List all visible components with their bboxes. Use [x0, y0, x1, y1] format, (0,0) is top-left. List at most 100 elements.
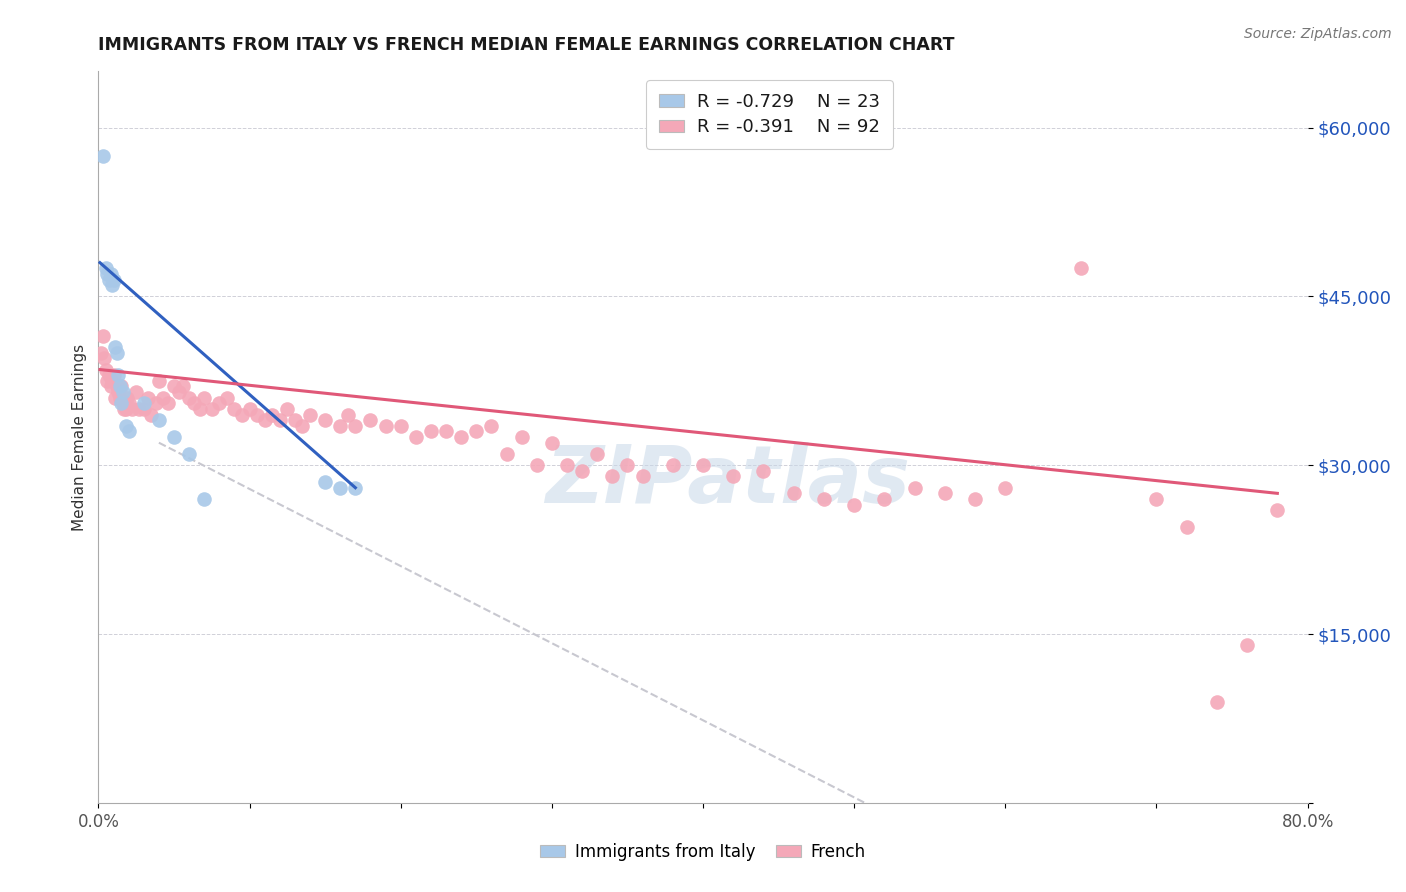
- Text: ZIPatlas: ZIPatlas: [544, 442, 910, 520]
- Point: [118, 396, 141, 410]
- Point: [141, 408, 163, 422]
- Point: [481, 418, 503, 433]
- Point: [183, 396, 205, 410]
- Point: [111, 396, 134, 410]
- Text: IMMIGRANTS FROM ITALY VS FRENCH MEDIAN FEMALE EARNINGS CORRELATION CHART: IMMIGRANTS FROM ITALY VS FRENCH MEDIAN F…: [98, 36, 955, 54]
- Point: [1144, 491, 1167, 506]
- Point: [110, 396, 132, 410]
- Point: [96, 267, 118, 281]
- Legend: Immigrants from Italy, French: Immigrants from Italy, French: [533, 837, 873, 868]
- Point: [374, 418, 396, 433]
- Point: [526, 458, 548, 473]
- Point: [111, 385, 134, 400]
- Text: Source: ZipAtlas.com: Source: ZipAtlas.com: [1244, 27, 1392, 41]
- Point: [115, 391, 138, 405]
- Point: [101, 278, 124, 293]
- Point: [215, 391, 238, 405]
- Point: [314, 413, 336, 427]
- Point: [177, 447, 201, 461]
- Point: [965, 491, 987, 506]
- Point: [495, 447, 517, 461]
- Point: [193, 491, 215, 506]
- Point: [98, 272, 121, 286]
- Point: [239, 401, 262, 416]
- Point: [156, 396, 179, 410]
- Point: [934, 486, 956, 500]
- Point: [121, 401, 143, 416]
- Point: [100, 379, 122, 393]
- Point: [94, 362, 117, 376]
- Point: [586, 447, 609, 461]
- Point: [112, 401, 135, 416]
- Point: [721, 469, 744, 483]
- Point: [813, 491, 835, 506]
- Point: [107, 368, 129, 383]
- Point: [118, 425, 141, 439]
- Point: [96, 374, 118, 388]
- Point: [100, 267, 122, 281]
- Point: [253, 413, 276, 427]
- Point: [994, 481, 1017, 495]
- Point: [91, 328, 114, 343]
- Point: [108, 391, 131, 405]
- Point: [108, 379, 131, 393]
- Point: [360, 413, 382, 427]
- Point: [336, 408, 359, 422]
- Point: [104, 340, 127, 354]
- Point: [276, 401, 298, 416]
- Point: [94, 261, 117, 276]
- Point: [284, 413, 307, 427]
- Point: [125, 385, 148, 400]
- Point: [344, 481, 367, 495]
- Point: [163, 379, 186, 393]
- Point: [208, 396, 231, 410]
- Point: [104, 391, 127, 405]
- Point: [105, 379, 128, 393]
- Point: [114, 418, 136, 433]
- Point: [98, 368, 121, 383]
- Point: [555, 458, 578, 473]
- Point: [93, 351, 115, 366]
- Point: [152, 391, 174, 405]
- Point: [329, 481, 352, 495]
- Point: [419, 425, 441, 439]
- Point: [101, 374, 124, 388]
- Point: [110, 379, 132, 393]
- Point: [692, 458, 714, 473]
- Point: [103, 272, 125, 286]
- Point: [177, 391, 201, 405]
- Point: [510, 430, 533, 444]
- Point: [91, 149, 114, 163]
- Point: [1265, 503, 1288, 517]
- Point: [540, 435, 562, 450]
- Point: [291, 418, 314, 433]
- Point: [616, 458, 638, 473]
- Point: [114, 401, 136, 416]
- Point: [314, 475, 336, 489]
- Point: [450, 430, 472, 444]
- Point: [269, 413, 291, 427]
- Point: [465, 425, 488, 439]
- Point: [105, 345, 128, 359]
- Point: [344, 418, 367, 433]
- Point: [405, 430, 427, 444]
- Point: [132, 396, 155, 410]
- Point: [107, 385, 129, 400]
- Point: [844, 498, 866, 512]
- Point: [103, 368, 125, 383]
- Point: [389, 418, 412, 433]
- Point: [163, 430, 186, 444]
- Point: [201, 401, 224, 416]
- Point: [329, 418, 352, 433]
- Point: [148, 374, 170, 388]
- Point: [224, 401, 246, 416]
- Point: [602, 469, 624, 483]
- Y-axis label: Median Female Earnings: Median Female Earnings: [72, 343, 87, 531]
- Point: [193, 391, 215, 405]
- Point: [128, 401, 150, 416]
- Point: [752, 464, 775, 478]
- Point: [136, 391, 159, 405]
- Point: [299, 408, 322, 422]
- Point: [167, 385, 190, 400]
- Point: [90, 345, 112, 359]
